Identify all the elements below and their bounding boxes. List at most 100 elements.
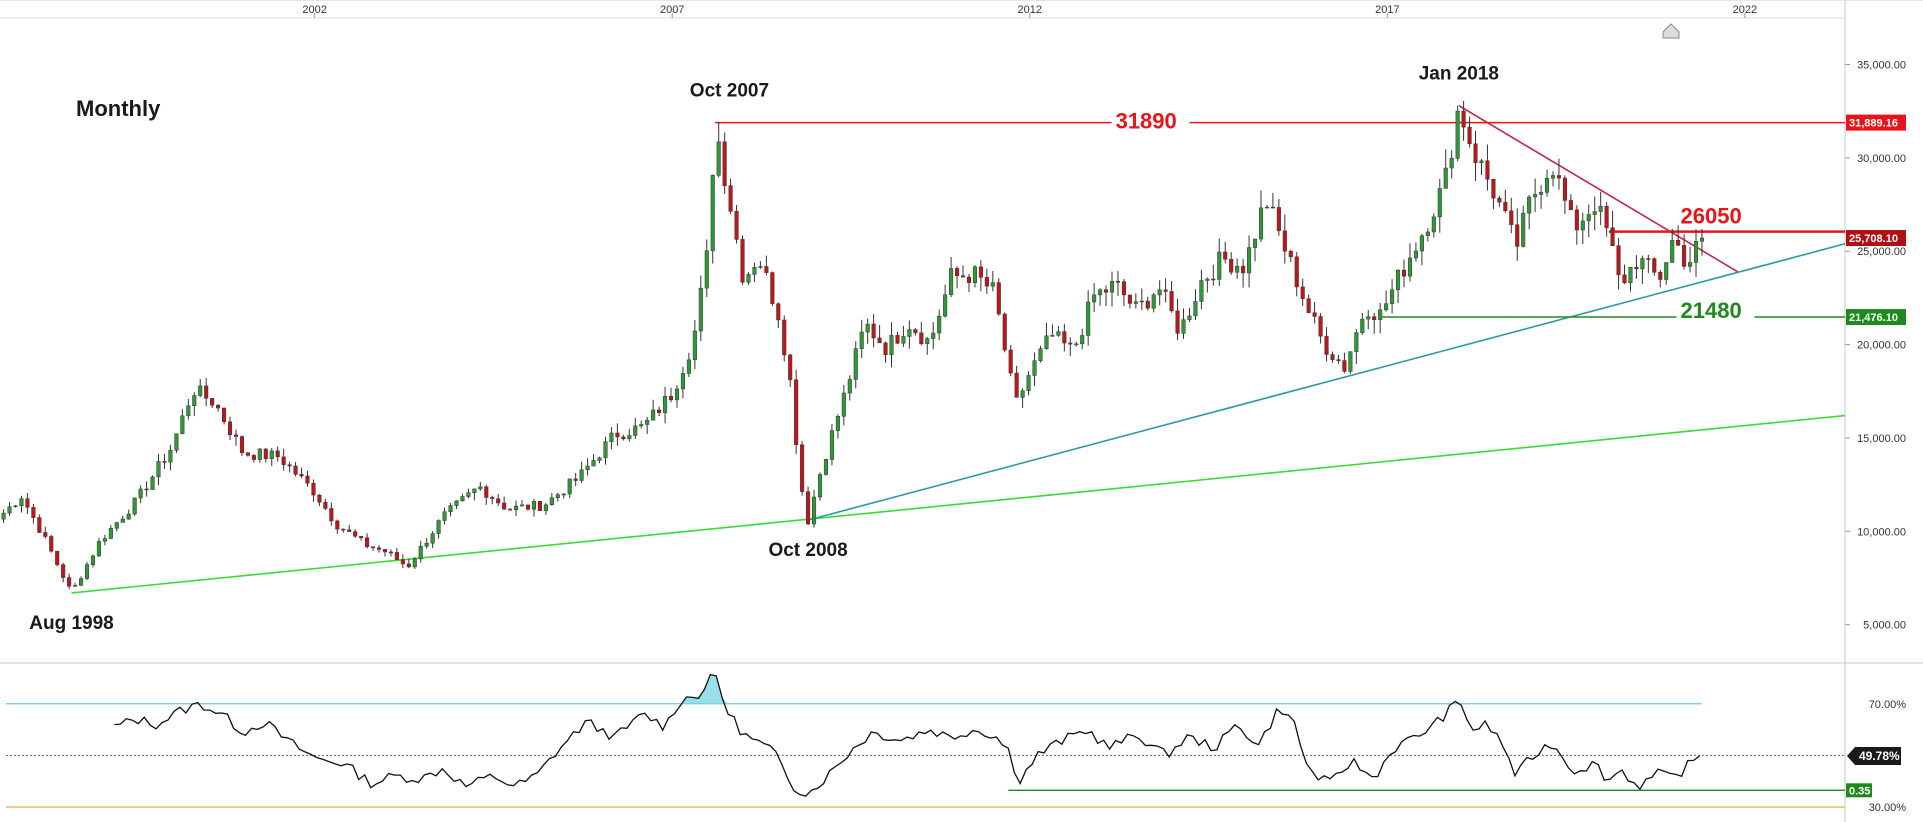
candle-body <box>1187 315 1192 320</box>
candle-body <box>1580 220 1585 231</box>
horizontal-levels: 31890 26050 21480 <box>715 108 1845 325</box>
annotation-label: Oct 2008 <box>768 540 847 561</box>
candle-body <box>1115 281 1121 283</box>
candle-body <box>1431 216 1436 233</box>
candle-body <box>752 266 757 275</box>
candle-body <box>764 266 769 273</box>
x-tick-label: 2012 <box>1018 4 1042 16</box>
candle-body <box>1539 192 1544 195</box>
candle-body <box>222 407 227 423</box>
candle-body <box>1396 269 1401 290</box>
candle-body <box>126 513 131 520</box>
candle-body <box>1026 375 1031 392</box>
candle-body <box>841 392 846 417</box>
candle-body <box>1407 257 1413 277</box>
candle-body <box>823 459 828 475</box>
candle-body <box>531 501 536 510</box>
candle-body <box>990 282 995 287</box>
annotation-label: Jan 2018 <box>1419 64 1499 85</box>
candle-body <box>889 335 894 356</box>
candle-body <box>561 493 566 496</box>
candle-body <box>573 478 578 481</box>
candle-body <box>722 141 727 186</box>
candle-body <box>1294 256 1299 288</box>
candle-body <box>281 456 286 465</box>
candle-body <box>424 542 429 547</box>
candle-body <box>1276 207 1281 232</box>
x-axis: 2002 2007 2012 2017 2022 <box>302 4 1757 18</box>
candle-body <box>496 498 501 504</box>
candle-body <box>782 319 787 356</box>
y-tick-label: 35,000.00 <box>1857 60 1906 72</box>
candle-body <box>1616 245 1621 276</box>
level-label-26050-bg <box>1676 203 1755 230</box>
candle-body <box>543 504 548 512</box>
y-tick-label: 20,000.00 <box>1857 340 1906 352</box>
candle-body <box>591 460 596 467</box>
candle-body <box>770 272 775 304</box>
home-icon[interactable] <box>1662 23 1680 39</box>
candle-body <box>609 432 614 442</box>
price-tags: 31,889.16 25,708.10 21,476.10 <box>1846 114 1906 326</box>
candle-body <box>1229 258 1234 273</box>
candle-body <box>674 388 680 401</box>
candle-body <box>1080 335 1085 345</box>
candle-body <box>615 432 620 438</box>
candle-body <box>335 520 340 530</box>
candle-body <box>7 506 12 514</box>
candle-body <box>1157 289 1162 296</box>
candle-body <box>1282 230 1287 252</box>
candle-body <box>710 175 715 251</box>
candle-body <box>704 250 709 289</box>
candle-body <box>835 416 840 431</box>
rsi-support-tag: 0.35 <box>1849 785 1870 797</box>
candle-body <box>359 535 364 539</box>
candle-body <box>960 275 966 278</box>
candle-body <box>1688 262 1693 267</box>
candle-body <box>806 491 811 525</box>
candle-body <box>1461 110 1466 128</box>
trendline <box>71 414 1846 594</box>
candle-body <box>907 329 912 337</box>
candle-body <box>1 512 6 520</box>
candle-body <box>1419 235 1424 252</box>
candle-body <box>198 385 203 396</box>
candle-body <box>1455 110 1460 159</box>
candle-body <box>25 498 30 508</box>
rsi-y-tick-label: 70.00% <box>1869 699 1907 711</box>
candle-body <box>966 276 972 283</box>
rsi-y-tick-label: 30.00% <box>1869 802 1907 814</box>
y-tick-label: 25,000.00 <box>1857 246 1906 258</box>
candle-body <box>1247 247 1252 274</box>
y-tick-label: 5,000.00 <box>1863 620 1906 632</box>
candle-body <box>1485 160 1490 180</box>
candle-body <box>1092 294 1097 303</box>
candle-body <box>1628 267 1633 284</box>
candle-body <box>734 211 739 240</box>
candle-body <box>37 517 42 533</box>
candle-body <box>365 537 370 547</box>
candle-body <box>1044 335 1049 349</box>
candle-body <box>329 508 334 522</box>
candle-body <box>597 457 602 461</box>
candle-body <box>698 287 703 332</box>
candle-body <box>1509 210 1514 225</box>
candle-body <box>1550 175 1556 179</box>
candle-body <box>657 409 662 413</box>
candle-body <box>1586 214 1591 222</box>
candle-body <box>448 505 453 512</box>
candle-body <box>1074 343 1079 346</box>
candle-body <box>472 488 477 493</box>
candle-body <box>1038 348 1043 361</box>
candle-body <box>1604 205 1609 229</box>
candle-body <box>1318 316 1323 337</box>
candle-body <box>502 502 507 510</box>
candle-body <box>120 518 125 523</box>
candle-body <box>174 433 179 451</box>
candle-body <box>984 277 989 287</box>
candle-body <box>1491 179 1496 199</box>
candle-body <box>1288 250 1293 258</box>
candle-body <box>788 354 793 381</box>
